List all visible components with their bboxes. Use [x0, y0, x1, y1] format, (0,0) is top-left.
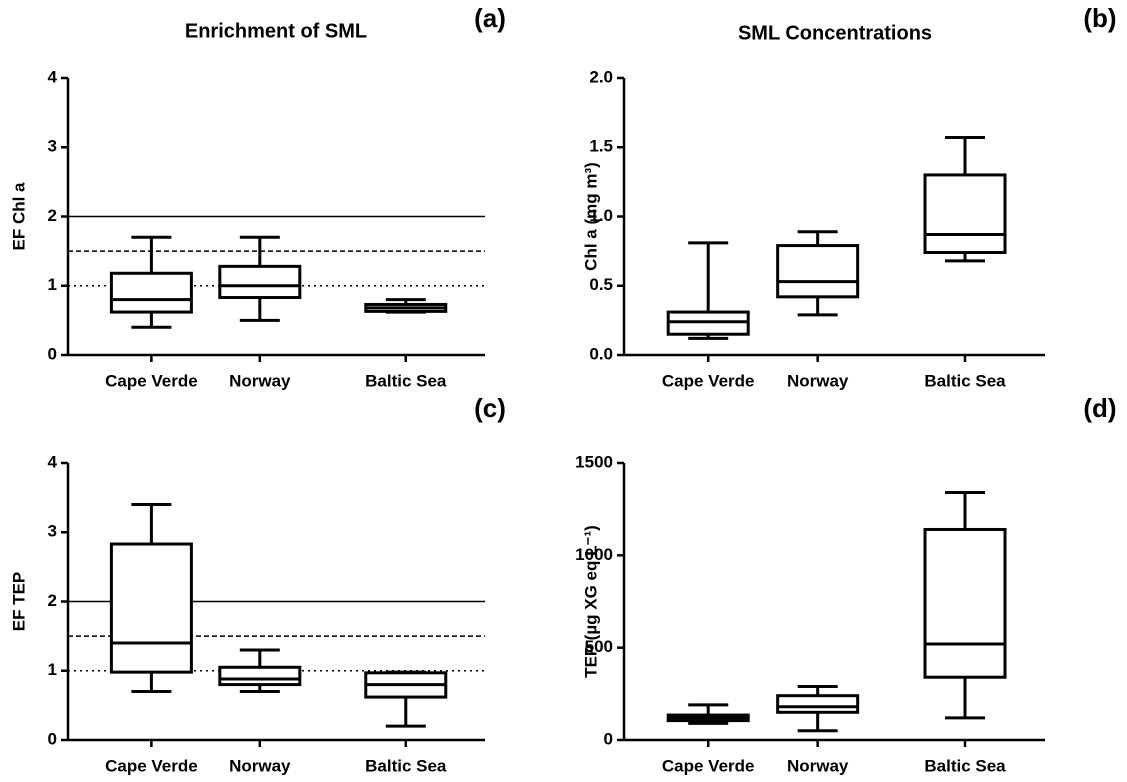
y-tick-label: 0.0: [589, 344, 613, 363]
y-tick-label: 500: [585, 637, 613, 656]
box: [218, 665, 302, 687]
box: [776, 244, 860, 299]
x-tick-label: Norway: [787, 371, 849, 390]
y-tick-label: 1: [48, 660, 57, 679]
x-tick-label: Cape Verde: [105, 756, 198, 775]
panel-label: (a): [474, 3, 506, 33]
y-axis-label: Chl a (mg m³): [581, 162, 600, 271]
x-tick-label: Cape Verde: [662, 756, 755, 775]
panel-label: (c): [474, 393, 506, 423]
chart-title: SML Concentrations: [738, 22, 932, 44]
y-tick-label: 4: [48, 452, 58, 471]
y-axis-label: EF TEP: [9, 572, 28, 632]
y-tick-label: 1500: [575, 452, 613, 471]
y-tick-label: 2: [48, 206, 57, 225]
x-tick-label: Cape Verde: [105, 371, 198, 390]
y-tick-label: 3: [48, 137, 57, 156]
x-tick-label: Cape Verde: [662, 371, 755, 390]
box: [776, 694, 860, 714]
x-tick-label: Norway: [229, 756, 291, 775]
x-tick-label: Baltic Sea: [365, 371, 447, 390]
panel-label: (b): [1083, 3, 1116, 33]
y-tick-label: 3: [48, 522, 57, 541]
panel-label: (d): [1083, 393, 1116, 423]
x-tick-label: Norway: [229, 371, 291, 390]
x-tick-label: Baltic Sea: [365, 756, 447, 775]
box: [923, 173, 1007, 255]
y-tick-label: 4: [48, 67, 58, 86]
y-tick-label: 2: [48, 591, 57, 610]
y-axis-label: EF Chl a: [9, 182, 28, 251]
box: [923, 527, 1007, 679]
y-tick-label: 1000: [575, 545, 613, 564]
box: [109, 271, 193, 314]
box: [109, 542, 193, 674]
y-tick-label: 1: [48, 275, 57, 294]
x-tick-label: Norway: [787, 756, 849, 775]
y-tick-label: 0.5: [589, 275, 613, 294]
x-tick-label: Baltic Sea: [924, 371, 1006, 390]
y-tick-label: 0: [48, 729, 57, 748]
chart-title: Enrichment of SML: [185, 20, 367, 42]
y-tick-label: 1.0: [589, 206, 613, 225]
y-tick-label: 2.0: [589, 67, 613, 86]
y-tick-label: 0: [604, 729, 613, 748]
box: [218, 264, 302, 300]
y-axis-label: TEP (µg XG eq L⁻¹): [581, 525, 600, 678]
x-tick-label: Baltic Sea: [924, 756, 1006, 775]
y-tick-label: 0: [48, 344, 57, 363]
y-tick-label: 1.5: [589, 137, 613, 156]
